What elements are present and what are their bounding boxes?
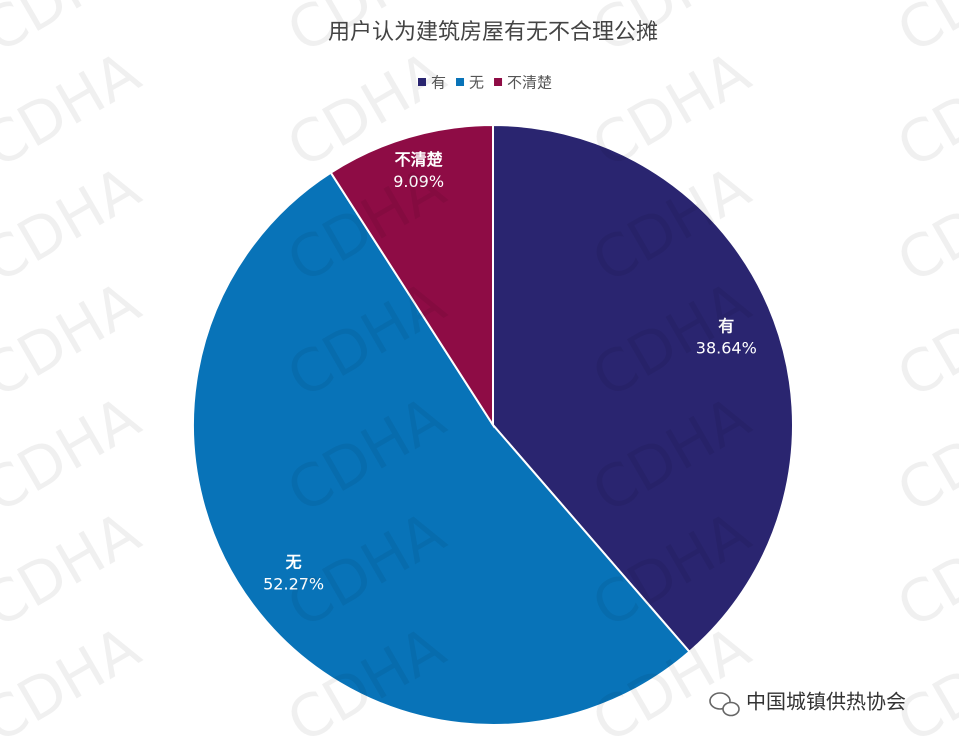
slice-value-label: 38.64% <box>696 339 757 358</box>
pie-slice <box>492 123 794 654</box>
wechat-icon <box>709 692 731 710</box>
legend-swatch <box>456 78 465 86</box>
slice-category-label: 不清楚 <box>395 150 444 169</box>
legend-label: 有 <box>431 74 446 92</box>
footer-text: 中国城镇供热协会 <box>746 690 906 714</box>
watermark-text: CDHA <box>0 38 151 181</box>
watermark-text: CDHA <box>0 498 151 641</box>
pie-slice <box>329 123 494 429</box>
watermark-text: CDHA <box>0 0 151 66</box>
watermark-text: CDHA <box>581 38 761 181</box>
watermark-text: CDHA <box>886 0 959 66</box>
legend-label: 不清楚 <box>507 74 552 92</box>
footer: 中国城镇供热协会 <box>709 690 906 717</box>
slice-value-label: 52.27% <box>263 575 324 594</box>
watermark-text: CDHA <box>0 153 151 296</box>
watermark-text: CDHA <box>0 268 151 411</box>
legend: 有 无 不清楚 <box>418 74 552 92</box>
legend-swatch <box>494 78 503 86</box>
slice-value-label: 9.09% <box>393 172 444 191</box>
chart-title: 用户认为建筑房屋有无不合理公摊 <box>328 20 658 45</box>
pie-slice <box>191 171 691 727</box>
legend-swatch <box>418 78 426 86</box>
watermark-text: CDHA <box>0 383 151 526</box>
pie: 有 38.64% 无 52.27% 不清楚 9.09% <box>191 123 794 727</box>
legend-label: 无 <box>469 74 484 92</box>
wechat-icon <box>722 701 740 717</box>
watermark-text: CDHA <box>0 613 151 744</box>
slice-category-label: 有 <box>718 317 734 336</box>
slice-category-label: 无 <box>285 553 302 572</box>
